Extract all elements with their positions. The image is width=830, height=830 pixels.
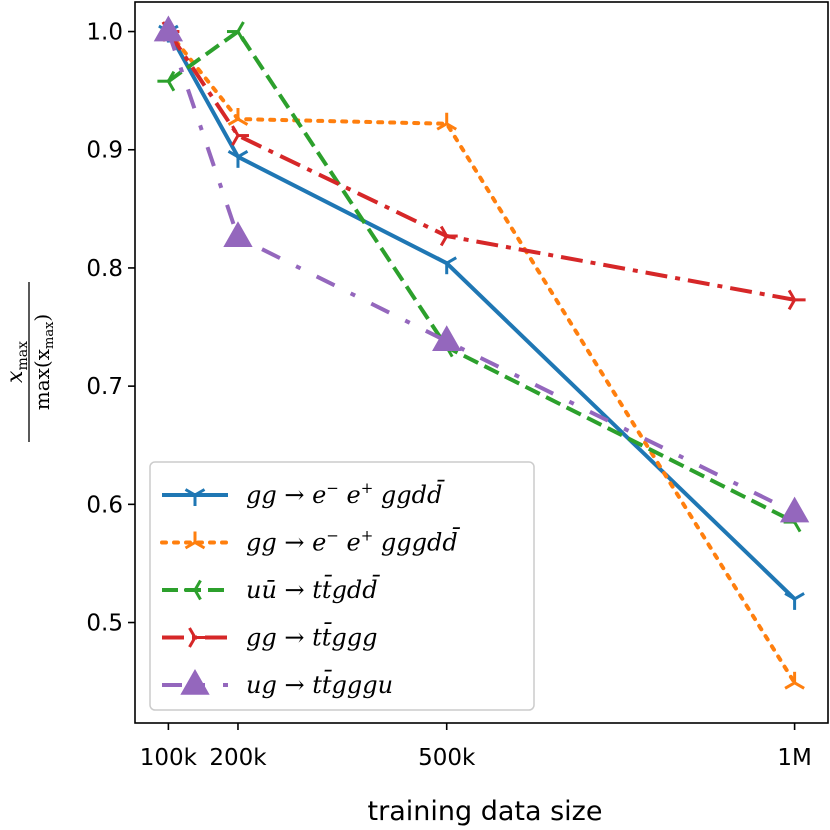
x-tick-label: 200k [209, 745, 267, 771]
y-axis-label: xmax max(xmax) [3, 282, 57, 442]
legend-frame [149, 461, 535, 711]
legend-label: gg → e− e+ gggdd̄ [246, 527, 461, 557]
legend-item: gg → e− e+ gggdd̄ [160, 527, 461, 557]
data-point-marker [184, 579, 202, 601]
data-point-marker [784, 592, 805, 610]
y-axis-label-denominator: max(xmax) [30, 314, 57, 410]
x-axis-label: training data size [368, 796, 603, 827]
series-line [167, 29, 796, 524]
legend-item: uū → tt̄gdd̄ [162, 575, 381, 604]
data-point-marker [787, 289, 806, 311]
data-point-marker [227, 150, 249, 168]
series-line [166, 30, 795, 302]
legend: gg → e− e+ ggdd̄ gg → e− e+ gggdd̄ uū → tt… [149, 461, 535, 711]
y-tick-label: 0.7 [86, 374, 123, 400]
data-point-marker [432, 325, 462, 352]
data-point-marker [188, 627, 206, 648]
series-line [166, 29, 797, 685]
y-axis-label-numerator: xmax [3, 341, 31, 383]
legend-item: ug → tt̄gggu [162, 668, 393, 699]
plot-series [153, 15, 810, 690]
data-point-marker [231, 125, 249, 146]
legend-label: ug → tt̄gggu [246, 670, 393, 699]
data-point-marker [779, 496, 810, 523]
data-point-marker [784, 671, 805, 690]
x-tick-label: 500k [418, 745, 476, 771]
data-point-marker [227, 108, 249, 126]
x-axis: 100k 200k 500k 1M [140, 723, 812, 771]
data-point-marker [436, 112, 457, 131]
data-point-marker [153, 15, 184, 42]
series-5 [153, 15, 810, 523]
data-point-marker [184, 531, 206, 550]
x-tick-label: 100k [140, 745, 198, 771]
data-point-marker [223, 221, 253, 248]
plot-area-frame [134, 1, 829, 724]
legend-item: gg → tt̄ggg [162, 622, 377, 652]
legend-label: uū → tt̄gdd̄ [246, 575, 381, 604]
data-point-marker [226, 21, 245, 42]
data-point-marker [184, 488, 206, 506]
y-tick-label: 0.9 [86, 138, 123, 164]
legend-item: gg → e− e+ ggdd̄ [162, 479, 445, 509]
y-axis: 0.5 0.6 0.7 0.8 0.9 1.0 [86, 20, 135, 637]
y-tick-label: 0.5 [86, 611, 123, 637]
data-point-marker [180, 668, 210, 695]
y-tick-label: 1.0 [86, 20, 123, 46]
legend-label: gg → tt̄ggg [246, 622, 377, 651]
y-tick-label: 0.8 [86, 256, 123, 282]
data-point-marker [157, 70, 176, 92]
legend-label: gg → e− e+ ggdd̄ [246, 479, 445, 509]
x-tick-label: 1M [777, 745, 811, 771]
series-line [166, 30, 796, 601]
y-tick-label: 0.6 [86, 492, 123, 518]
data-point-marker [439, 225, 458, 247]
data-point-marker [436, 256, 457, 275]
